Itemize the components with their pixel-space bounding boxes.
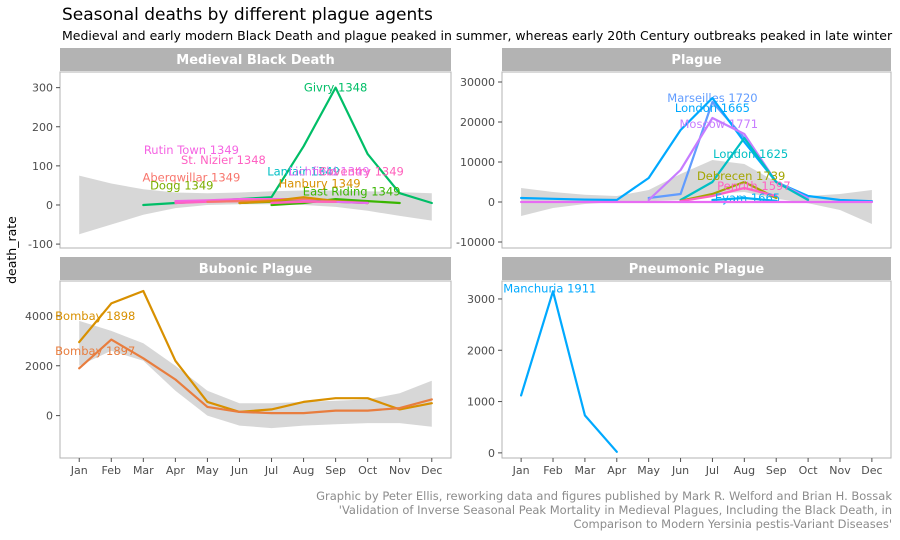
series-label-dogg-1349: Dogg 1349: [150, 178, 213, 192]
series-label-london-1665: London 1665: [675, 101, 750, 115]
panel-strip-label-plague: Plague: [671, 53, 721, 68]
panel-bubonic-plague: Bubonic Plague 0 2000 4000 Jan Feb Mar Apr May Ju…: [25, 257, 452, 477]
x-tick-label: Mar: [133, 464, 154, 477]
series-line-bombay-1897: [78, 338, 433, 415]
x-tick-label: Dec: [421, 464, 442, 477]
caption-line-1: Graphic by Peter Ellis, reworking data a…: [316, 489, 892, 503]
y-tick-label: 0: [46, 410, 53, 423]
panel-strip-medieval-black-death: [60, 48, 451, 71]
x-tick-label: Nov: [389, 464, 411, 477]
x-tick-label: Apr: [166, 464, 186, 477]
series-label-lanfair-1349: Lanfair 1349: [267, 165, 340, 179]
x-tick-label: Aug: [734, 464, 755, 477]
y-tick-label: 30000: [460, 76, 495, 89]
y-tick-label: 2000: [25, 360, 53, 373]
x-tick-label: Mar: [575, 464, 596, 477]
x-tick-label: Nov: [829, 464, 851, 477]
x-tick-label: Sep: [766, 464, 787, 477]
series-line-london-1625: [679, 136, 810, 202]
x-tick-label: Feb: [102, 464, 121, 477]
series-label-aberqwillar-1349: Aberqwillar 1349: [143, 171, 241, 185]
panel-frame-bubonic-plague: [59, 280, 452, 459]
x-tick-label: May: [637, 464, 660, 477]
series-label-st-nizier-1348: St. Nizier 1348: [181, 153, 266, 167]
y-tick-label: 4000: [25, 310, 53, 323]
series-line-manchuria-1911: [520, 290, 618, 453]
series-label-bombay-1897: Bombay 1897: [55, 344, 135, 358]
y-tick-label: -100: [28, 238, 53, 251]
x-tick-label: Jun: [671, 464, 689, 477]
series-label-bombay-1898: Bombay 1898: [55, 309, 135, 323]
series-label-moscow-1771: Moscow 1771: [679, 117, 758, 131]
x-tick-label: Sep: [325, 464, 346, 477]
y-tick-label: 3000: [467, 293, 495, 306]
panel-strip-label-bubonic-plague: Bubonic Plague: [199, 262, 313, 277]
series-label-coventry-1349: Coventry 1349: [319, 165, 404, 179]
panel-pneumonic-plague: Pneumonic Plague 0 1000 2000 3000 Jan Feb Mar Ap…: [467, 257, 892, 477]
y-tick-label: 300: [32, 82, 53, 95]
series-line-east-riding-1349: [270, 198, 401, 207]
facet-panels: Medieval Black Death -100 0 100 200 300 Givry …: [25, 48, 892, 477]
series-label-givry-1348: Givry 1348: [304, 81, 367, 95]
x-tick-label: Feb: [543, 464, 562, 477]
y-tick-label: 1000: [467, 396, 495, 409]
series-label-rutin-town-1349: Rutin Town 1349: [144, 143, 239, 157]
panel-strip-bubonic-plague: [60, 257, 451, 280]
y-tick-label: 0: [46, 199, 53, 212]
x-tick-label: Jul: [705, 464, 719, 477]
panel-medieval-black-death: Medieval Black Death -100 0 100 200 300 Givry …: [28, 48, 452, 251]
chart-subtitle: Medieval and early modern Black Death an…: [62, 28, 893, 43]
y-tick-label: -10000: [456, 236, 495, 249]
y-tick-label: 0: [488, 447, 495, 460]
series-label-manchuria-1911: Manchuria 1911: [503, 282, 596, 296]
series-line-bombay-1898: [78, 289, 433, 413]
series-label-london-1625: London 1625: [713, 147, 788, 161]
smooth-band-bubonic-plague: [79, 320, 432, 429]
x-tick-label: Jul: [264, 464, 278, 477]
chart-title: Seasonal deaths by different plague agen…: [62, 5, 433, 25]
caption: Graphic by Peter Ellis, reworking data a…: [316, 489, 892, 531]
caption-line-2: 'Validation of Inverse Seasonal Peak Mor…: [339, 503, 892, 517]
series-line-eyam-1665: [711, 196, 778, 202]
panel-frame-plague: [501, 71, 892, 249]
x-tick-label: Aug: [293, 464, 314, 477]
x-tick-label: May: [196, 464, 219, 477]
panel-strip-label-medieval-black-death: Medieval Black Death: [176, 53, 334, 68]
x-tick-label: Jan: [512, 464, 530, 477]
caption-line-3: Comparison to Modern Yersinia pestis-Var…: [573, 517, 892, 531]
x-tick-label: Jun: [230, 464, 248, 477]
series-label-debrecen-1739: Debrecen 1739: [697, 169, 785, 183]
y-tick-label: 20000: [460, 116, 495, 129]
panel-strip-label-pneumonic-plague: Pneumonic Plague: [629, 262, 765, 277]
y-tick-label: 100: [32, 160, 53, 173]
panel-frame-pneumonic-plague: [501, 280, 892, 459]
series-label-east-riding-1349: East Riding 1349: [303, 184, 401, 198]
y-tick-label: 0: [488, 196, 495, 209]
y-axis-title: death_rate: [4, 216, 19, 284]
x-tick-label: Oct: [358, 464, 378, 477]
x-tick-label: Apr: [607, 464, 627, 477]
y-tick-label: 10000: [460, 156, 495, 169]
series-label-penrith-1597: Penrith 1597: [717, 179, 791, 193]
series-label-lichfield-1349: Lichfield 1349: [289, 165, 370, 179]
series-label-hanbury-1349: Hanbury 1349: [279, 176, 361, 190]
panel-strip-plague: [502, 48, 891, 71]
series-line-coventry-1349: [270, 200, 337, 205]
x-tick-label: Jan: [70, 464, 88, 477]
y-tick-label: 2000: [467, 344, 495, 357]
x-tick-label: Oct: [799, 464, 819, 477]
x-tick-label: Dec: [861, 464, 882, 477]
panel-strip-pneumonic-plague: [502, 257, 891, 280]
series-line-debrecen-1739: [679, 180, 778, 202]
y-tick-label: 200: [32, 121, 53, 134]
series-line-london-1665: [520, 96, 873, 203]
series-line-penrith-1597: [679, 186, 778, 203]
